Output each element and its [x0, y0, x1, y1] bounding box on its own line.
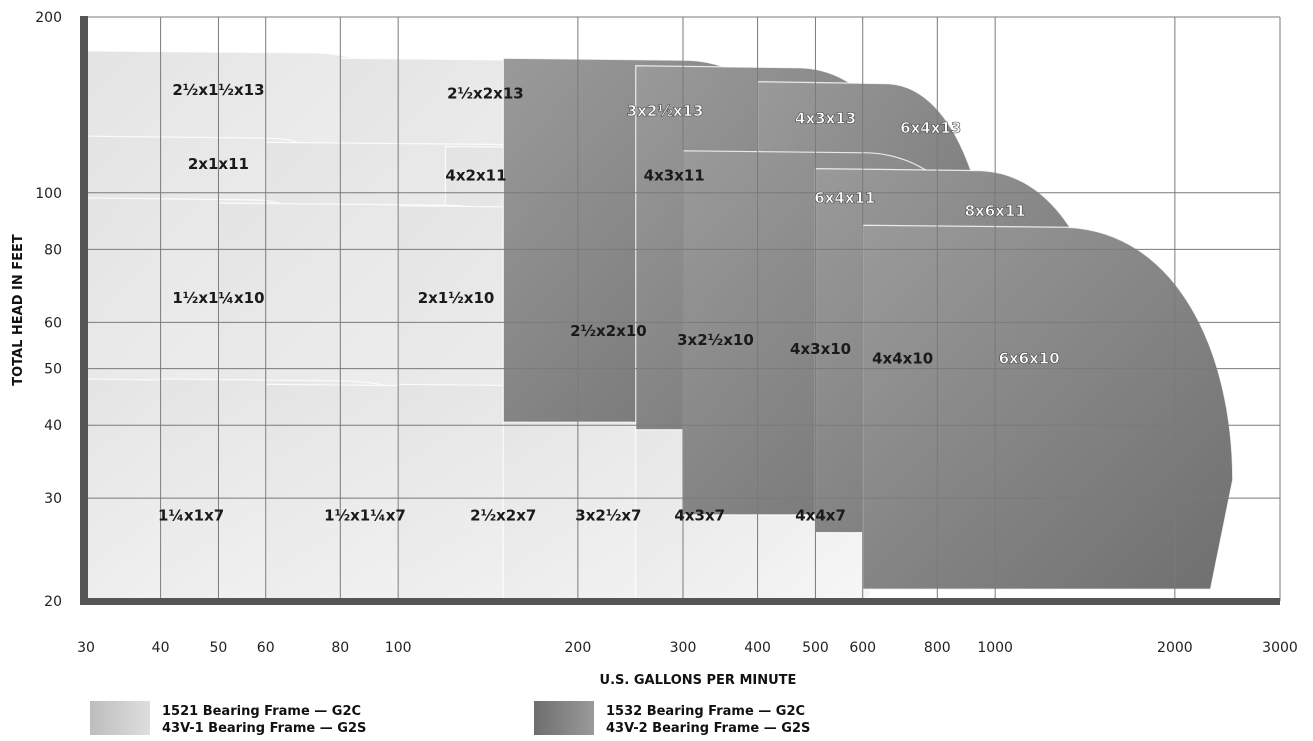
x-tick-label: 3000 — [1262, 640, 1298, 656]
x-tick-label: 50 — [210, 640, 228, 656]
legend-dark-line-2: 43V-2 Bearing Frame — G2S — [606, 721, 810, 736]
x-tick-label: 400 — [744, 640, 771, 656]
x-tick-label: 500 — [802, 640, 829, 656]
label-3x2halfx13: 3x2½x13 — [627, 102, 704, 120]
x-tick-label: 200 — [565, 640, 592, 656]
legend-swatch-dark — [534, 701, 594, 735]
y-axis-title: TOTAL HEAD IN FEET — [11, 234, 26, 386]
label-2x1x11: 2x1x11 — [188, 155, 249, 173]
label-4x3x11: 4x3x11 — [644, 167, 705, 185]
x-tick-label: 2000 — [1157, 640, 1193, 656]
x-tick-label: 100 — [385, 640, 412, 656]
x-tick-label: 60 — [257, 640, 275, 656]
x-axis-line — [80, 598, 1280, 605]
label-4x4x10: 4x4x10 — [872, 350, 933, 368]
label-4x3x13: 4x3x13 — [795, 110, 856, 128]
label-4x2x11: 4x2x11 — [445, 167, 506, 185]
label-2x1halfx10: 2x1½x10 — [418, 289, 495, 307]
legend-light-line-1: 1521 Bearing Frame — G2C — [162, 704, 361, 719]
label-4x4x7: 4x4x7 — [795, 507, 846, 525]
y-tick-label: 100 — [35, 186, 62, 202]
x-tick-labels: 30 40 50 60 80 100 200 300 400 500 600 800 1000 2000 3… — [77, 640, 1298, 656]
legend-dark-line-1: 1532 Bearing Frame — G2C — [606, 704, 805, 719]
y-axis-line — [80, 16, 88, 604]
label-8x6x11: 8x6x11 — [965, 202, 1026, 220]
label-3x2halfx7: 3x2½x7 — [575, 507, 641, 525]
label-2halfx2x13: 2½x2x13 — [447, 84, 524, 102]
y-tick-label: 80 — [44, 242, 62, 258]
axes — [80, 16, 1280, 605]
label-2halfx2x10: 2½x2x10 — [570, 322, 647, 340]
legend-light-line-2: 43V-1 Bearing Frame — G2S — [162, 721, 366, 736]
label-2halfx2x7: 2½x2x7 — [470, 507, 536, 525]
y-tick-label: 30 — [44, 491, 62, 507]
x-tick-label: 800 — [924, 640, 951, 656]
y-tick-labels: 20 30 40 50 60 80 100 200 — [35, 10, 62, 610]
label-6x4x11: 6x4x11 — [814, 189, 875, 207]
x-axis-title: U.S. GALLONS PER MINUTE — [600, 673, 797, 688]
y-tick-label: 200 — [35, 10, 62, 26]
x-tick-label: 30 — [77, 640, 95, 656]
x-tick-label: 40 — [152, 640, 170, 656]
x-tick-label: 300 — [670, 640, 697, 656]
region-6x6x10 — [862, 224, 1234, 590]
y-tick-label: 40 — [44, 418, 62, 434]
label-4x3x10: 4x3x10 — [790, 340, 851, 358]
legend: 1521 Bearing Frame — G2C 43V-1 Bearing F… — [90, 701, 810, 736]
x-tick-label: 80 — [331, 640, 349, 656]
label-3x2halfx10: 3x2½x10 — [677, 331, 754, 349]
label-1quarterx1x7: 1¼x1x7 — [158, 507, 224, 525]
label-1halfx1quarterx7: 1½x1¼x7 — [324, 507, 406, 525]
label-1halfx1quarterx10: 1½x1¼x10 — [172, 289, 264, 307]
y-tick-label: 50 — [44, 362, 62, 378]
label-2halfx1halfx13: 2½x1½x13 — [172, 81, 264, 99]
x-tick-label: 600 — [849, 640, 876, 656]
y-tick-label: 60 — [44, 315, 62, 331]
x-tick-label: 1000 — [977, 640, 1013, 656]
label-6x4x13: 6x4x13 — [900, 119, 961, 137]
pump-regions — [85, 50, 1234, 602]
pump-labels: 2½x1½x13 2½x2x13 3x2½x13 4x3x13 6x4x13 2x1x11… — [158, 81, 1060, 525]
legend-swatch-light — [90, 701, 150, 735]
y-tick-label: 20 — [44, 594, 62, 610]
label-4x3x7: 4x3x7 — [674, 507, 725, 525]
label-6x6x10: 6x6x10 — [999, 350, 1060, 368]
